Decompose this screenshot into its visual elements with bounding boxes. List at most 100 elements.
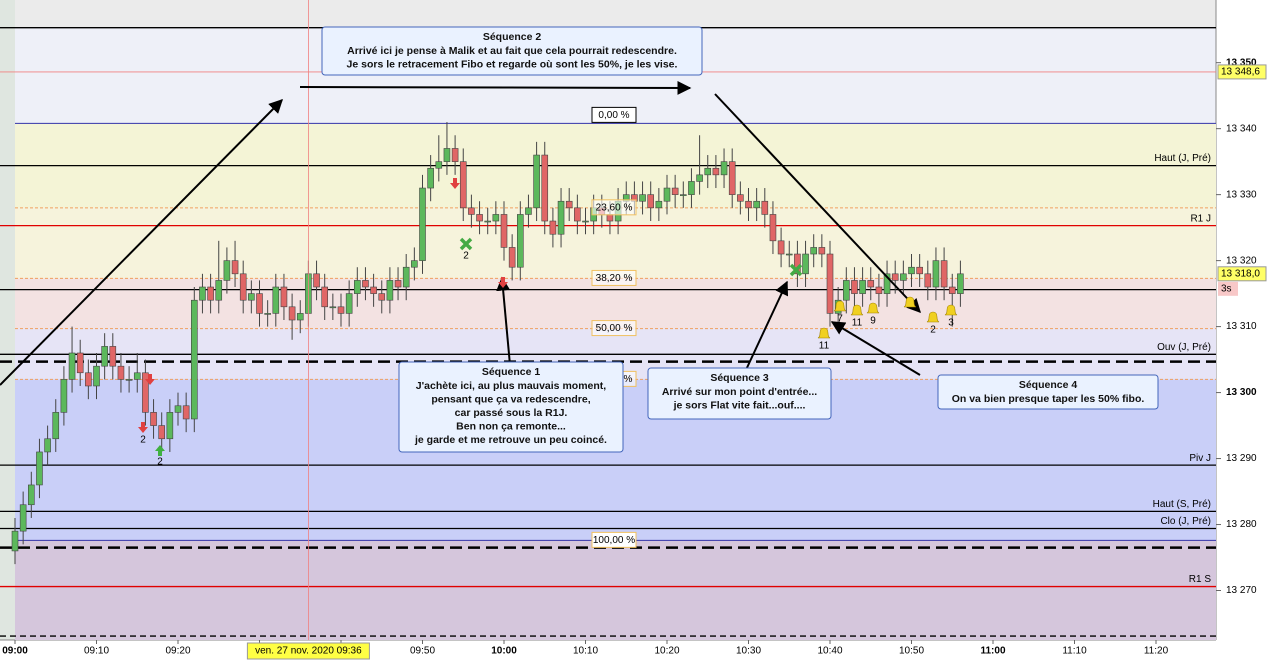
y-tick-label: 13 350 [1226,57,1257,68]
x-tick-label: 09:10 [84,646,109,657]
candle-body [549,220,557,235]
candle-body [451,148,459,162]
candle-body [883,273,891,294]
candle-body [940,260,948,288]
candle-body [859,280,866,294]
candle-body [948,286,956,294]
candle-body [256,293,263,314]
plot-left-band [0,0,15,640]
fibo-label: 0,00 % [598,110,629,121]
annotation-line: On va bien presque taper les 50% fibo. [952,393,1145,405]
candle-body [142,372,149,413]
candle-body [215,280,223,301]
candle-body [386,280,394,301]
candle-body [174,405,182,413]
candle-body [468,207,475,215]
candle-body [728,161,736,195]
level-label: Clo (J, Pré) [1160,516,1211,527]
annotation-title: Séquence 4 [1019,379,1078,391]
crosshair-time: ven. 27 nov. 2020 09:36 [255,646,362,657]
fibo-label-box [591,320,637,337]
fibo-label: 50,00 % [596,323,633,334]
candle-body [875,286,883,294]
fibo-label: 23,60 % [596,202,633,213]
fibo-label: 38,20 % [596,273,633,284]
candle-body [867,280,875,288]
candle-body [476,214,483,222]
candle-body [851,280,858,294]
arrow [744,280,789,373]
candle-body [199,286,206,301]
annotation-box [321,26,703,76]
candle-body [296,313,304,321]
candle-body [264,313,271,315]
annotation-box [937,374,1159,410]
marker-label: 9 [870,316,876,327]
candle-body [924,273,932,288]
candle-body [133,372,141,380]
candle-body [842,280,850,301]
candle-body [671,187,679,195]
crosshair-price-box [1217,64,1267,80]
candle-body [574,207,581,222]
bell-marker [817,327,831,339]
y-tick-label: 13 330 [1226,189,1257,200]
candle-body [916,266,923,275]
candle-body [663,187,671,202]
candle-body [769,214,777,242]
candle-body [166,412,174,440]
marker-label: 2 [930,325,936,336]
candle-body [802,253,809,275]
candle-body [394,280,402,288]
candle-body [117,365,125,380]
candle-body [427,167,434,189]
candle-body [60,379,68,413]
candle-body [785,253,793,256]
candle-body [280,286,288,308]
fibo-zone [15,540,1216,640]
annotation-title: Séquence 3 [710,372,769,384]
y-tick-label: 13 290 [1226,453,1257,464]
candle-body [362,280,369,288]
fibo-label-box [591,106,637,123]
candle-body [248,293,255,301]
candle-body [353,280,361,294]
candle-body [191,299,198,420]
fibo-label: 100,00 % [593,535,635,546]
y-tick-label: 13 320 [1226,255,1257,266]
exit-marker [789,263,803,277]
annotation-box [647,367,832,420]
candle-body [500,214,508,248]
candle-body [150,412,157,426]
annotation-title: Séquence 1 [482,366,541,378]
arrow [299,80,692,95]
level-label: R1 J [1190,213,1211,224]
level-label: Ouv (J, Pré) [1157,342,1211,353]
sell-marker [450,178,460,189]
candle-body [207,286,214,301]
annotation-title: Séquence 2 [483,31,542,43]
x-tick-label: 09:50 [410,646,435,657]
candle-body [36,451,43,486]
fibo-label-box [591,269,637,286]
last-price: 13 318,0 [1221,268,1260,279]
annotation-line: je sors Flat vite fait...ouf.... [673,399,806,411]
candle-body [435,161,443,169]
candle-body [411,260,418,268]
annotation-line: Arrivé sur mon point d'entrée... [662,386,817,398]
candle-body [557,200,565,235]
y-tick-label: 13 340 [1226,123,1257,134]
marker-label: 2 [463,251,469,262]
level-label: Haut (S, Pré) [1153,499,1211,510]
exit-marker [459,237,473,251]
annotation-line: Ben non ça remonte... [456,420,566,432]
bell-marker [903,296,917,308]
candle-body [745,200,752,209]
candle-body [101,346,108,367]
marker-label: 2 [157,457,163,468]
candle-body [957,273,964,294]
candle-body [231,260,239,275]
candle-body [679,194,687,196]
candle-body [19,504,27,532]
x-tick-label: 09:20 [165,646,190,657]
